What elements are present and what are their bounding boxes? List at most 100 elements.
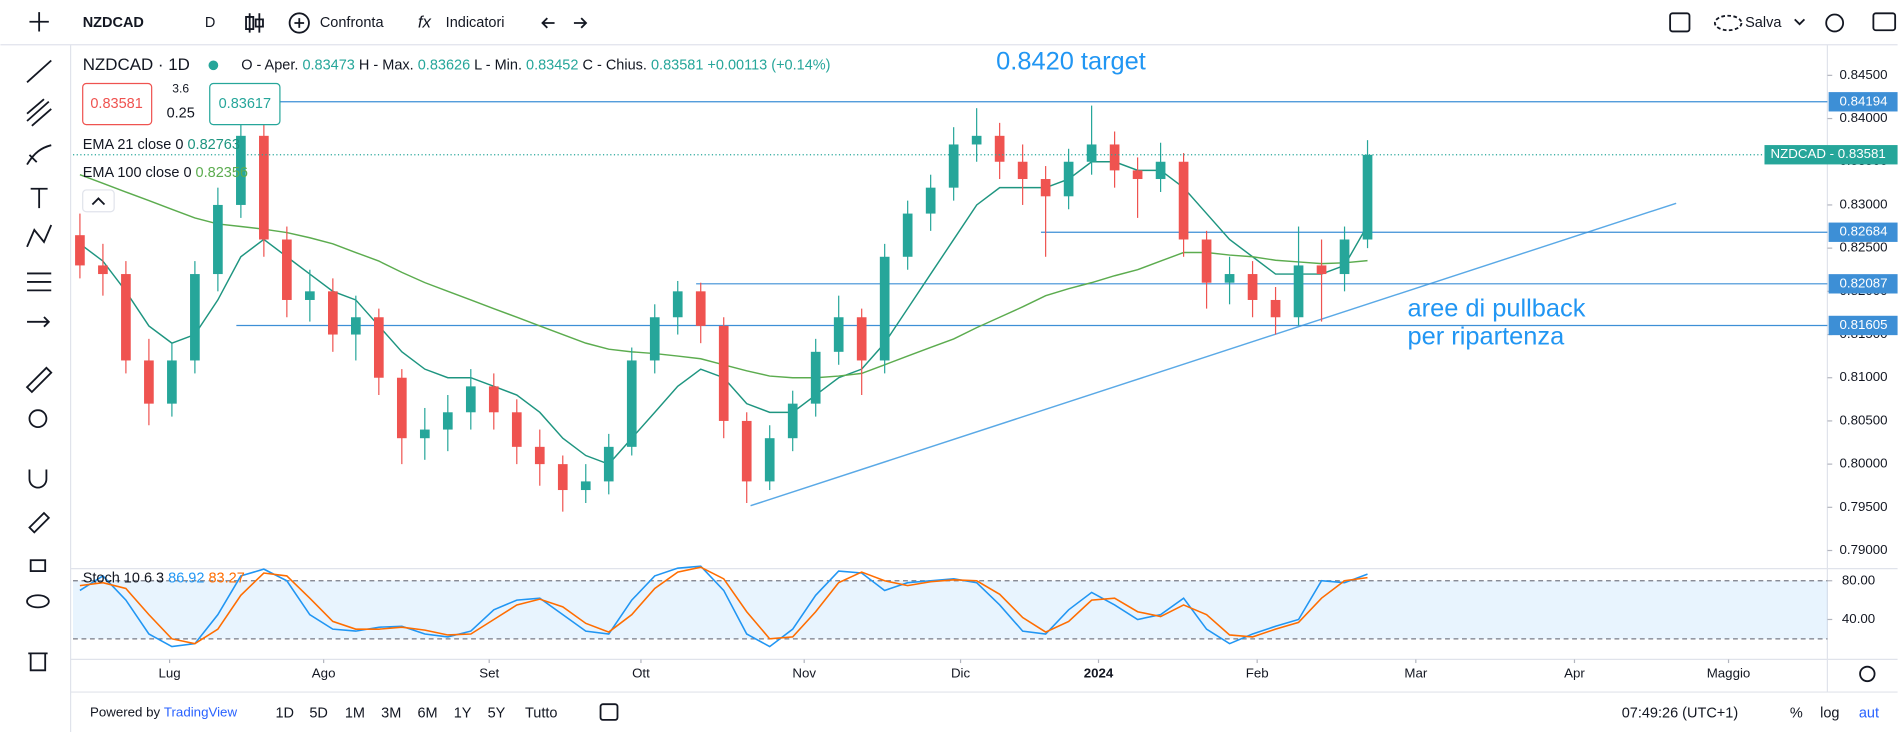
ema100-legend: EMA 100 close 0 0.82356 <box>83 165 248 181</box>
change: +0.00113 (+0.14%) <box>707 57 830 73</box>
level-box <box>1828 222 1898 242</box>
open: 0.83473 <box>302 57 354 73</box>
ema21-value: 0.82763 <box>187 137 239 153</box>
stoch-k: 86.92 <box>168 570 204 586</box>
buy-price[interactable]: 0.83617 <box>219 96 271 112</box>
candle-body <box>144 360 154 404</box>
y-tick-label: 0.83000 <box>1839 196 1887 211</box>
date-range-icon[interactable] <box>599 703 619 721</box>
arrow-tool[interactable] <box>27 316 51 328</box>
candle-body <box>1339 239 1350 275</box>
sell-price[interactable]: 0.83581 <box>90 96 142 112</box>
level-label: 0.84194 <box>1839 93 1887 108</box>
pencil-tool[interactable] <box>28 511 51 534</box>
text-tool[interactable] <box>30 187 48 209</box>
auto-toggle[interactable]: aut <box>1859 706 1879 722</box>
symbol[interactable]: NZDCAD <box>83 15 144 31</box>
redo[interactable] <box>573 17 588 29</box>
range-button[interactable]: 5D <box>309 706 328 722</box>
left-toolbar <box>25 44 72 732</box>
y-tick-label: 0.84500 <box>1839 67 1887 82</box>
undo[interactable] <box>541 17 555 29</box>
settings-icon[interactable] <box>1825 13 1845 33</box>
fx-icon[interactable]: fx <box>418 12 432 31</box>
candle-body <box>1224 274 1235 283</box>
cloud-icon[interactable] <box>1713 14 1743 32</box>
compare-icon[interactable] <box>288 12 310 34</box>
ema21-name: EMA 21 close 0 <box>83 137 184 153</box>
eye-tool[interactable] <box>26 594 50 609</box>
range-button[interactable]: 6M <box>417 706 437 722</box>
measure-tool[interactable] <box>25 366 53 394</box>
candle-body <box>1155 161 1166 180</box>
stoch-d: 83.27 <box>208 570 244 586</box>
candle-body <box>1316 265 1327 275</box>
log-toggle[interactable]: log <box>1820 706 1839 722</box>
candle-body <box>75 235 85 266</box>
chart-type-icon[interactable] <box>245 13 264 33</box>
camera-icon[interactable] <box>1872 12 1897 32</box>
trendline-tool[interactable] <box>26 59 52 83</box>
indicators-button[interactable]: Indicatori <box>446 15 505 31</box>
percent-toggle[interactable]: % <box>1790 706 1803 722</box>
y-tick-label: 0.79000 <box>1839 542 1887 557</box>
range-button[interactable]: 1D <box>275 706 294 722</box>
delete-tool[interactable] <box>28 652 48 672</box>
candle-body <box>1086 144 1097 162</box>
stoch-line <box>79 566 1368 645</box>
x-tick-label: Set <box>479 665 499 680</box>
sell-button[interactable] <box>82 82 153 126</box>
brush-tool[interactable] <box>26 144 52 166</box>
zoom-tool[interactable] <box>28 409 48 429</box>
range-button[interactable]: 1M <box>345 706 365 722</box>
candle-body <box>419 429 430 439</box>
chevron <box>91 197 106 206</box>
close-label: C - Chius. <box>582 57 646 73</box>
annotation: 0.8420 target <box>996 48 1146 76</box>
candle-body <box>1017 161 1028 180</box>
range-button[interactable]: 1Y <box>454 706 472 722</box>
x-tick-label: Mar <box>1404 665 1427 680</box>
magnet-tool[interactable] <box>28 469 48 489</box>
range-button[interactable]: Tutto <box>525 706 558 722</box>
pattern-tool[interactable] <box>26 224 53 248</box>
x-tick-label: Maggio <box>1707 665 1751 680</box>
stoch-tick-label: 40.00 <box>1842 611 1875 626</box>
compare-button[interactable]: Confronta <box>320 15 385 31</box>
forecast-tool[interactable] <box>27 272 52 292</box>
candle-body <box>305 291 315 300</box>
range-button[interactable]: 3M <box>381 706 401 722</box>
candle-body <box>190 274 200 361</box>
candle-body <box>328 291 338 335</box>
candle-body <box>994 135 1005 162</box>
candle-body <box>1040 179 1051 197</box>
range-button[interactable]: 5Y <box>488 706 506 722</box>
buy-button[interactable] <box>209 82 281 126</box>
stoch-line <box>79 565 1368 648</box>
plot: Lug Ago Set Ott Nov Dic 2024 Feb Mar Apr Maggio 0.7… <box>73 48 1898 680</box>
ema21-legend: EMA 21 close 0 0.82763 <box>83 137 240 153</box>
last-price-box <box>1764 145 1898 165</box>
legend-title: NZDCAD · 1D <box>83 55 190 74</box>
candle-body <box>672 291 683 318</box>
dropdown[interactable] <box>1794 18 1806 26</box>
layout-icon[interactable] <box>1669 12 1691 33</box>
level-label: 0.81605 <box>1839 317 1887 332</box>
high: 0.83626 <box>418 57 470 73</box>
axis-settings[interactable] <box>1859 665 1876 683</box>
y-tick-label: 0.82500 <box>1839 240 1887 255</box>
fib-tool[interactable] <box>26 98 52 127</box>
save-button[interactable]: Salva <box>1745 15 1782 31</box>
crosshair-icon[interactable] <box>29 12 49 32</box>
level-label: 0.82684 <box>1839 224 1887 239</box>
interval[interactable]: D <box>205 15 215 31</box>
brand[interactable]: TradingView <box>164 704 238 719</box>
collapse-button[interactable] <box>82 189 115 213</box>
candle-body <box>1201 239 1212 283</box>
candle-body <box>534 446 545 465</box>
candle-body <box>810 351 821 404</box>
lock-tool[interactable] <box>29 559 47 572</box>
high-label: H - Max. <box>359 57 414 73</box>
candle-body <box>442 412 453 430</box>
level-box <box>1828 92 1898 112</box>
